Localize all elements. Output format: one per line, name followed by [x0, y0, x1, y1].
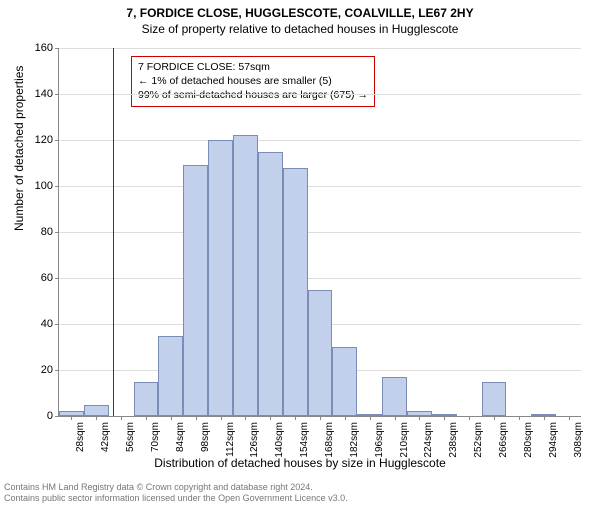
- chart-title: 7, FORDICE CLOSE, HUGGLESCOTE, COALVILLE…: [0, 6, 600, 20]
- gridline: [59, 94, 581, 95]
- x-tick-mark: [221, 416, 222, 420]
- x-tick-mark: [345, 416, 346, 420]
- x-tick-mark: [96, 416, 97, 420]
- x-tick-label: 252sqm: [473, 422, 484, 458]
- x-tick-mark: [395, 416, 396, 420]
- histogram-bar: [283, 168, 308, 416]
- histogram-bar: [308, 290, 333, 417]
- y-tick-label: 140: [35, 88, 53, 100]
- x-tick-mark: [444, 416, 445, 420]
- y-tick-label: 20: [41, 364, 53, 376]
- x-tick-mark: [519, 416, 520, 420]
- x-tick-mark: [146, 416, 147, 420]
- x-tick-mark: [71, 416, 72, 420]
- gridline: [59, 186, 581, 187]
- histogram-bar: [258, 152, 283, 417]
- y-tick-mark: [55, 370, 59, 371]
- x-tick-label: 84sqm: [175, 422, 186, 452]
- y-tick-mark: [55, 232, 59, 233]
- info-box-line: 7 FORDICE CLOSE: 57sqm: [138, 60, 368, 74]
- x-tick-mark: [494, 416, 495, 420]
- x-tick-label: 266sqm: [498, 422, 509, 458]
- x-tick-mark: [370, 416, 371, 420]
- x-tick-mark: [196, 416, 197, 420]
- x-tick-label: 168sqm: [324, 422, 335, 458]
- histogram-bar: [183, 165, 208, 416]
- y-tick-mark: [55, 140, 59, 141]
- x-tick-mark: [171, 416, 172, 420]
- histogram-bar: [382, 377, 407, 416]
- x-tick-label: 112sqm: [225, 422, 236, 457]
- x-tick-label: 70sqm: [150, 422, 161, 452]
- x-tick-label: 196sqm: [374, 422, 385, 458]
- x-axis-label: Distribution of detached houses by size …: [0, 456, 600, 470]
- histogram-bar: [134, 382, 159, 417]
- x-tick-label: 154sqm: [299, 422, 310, 458]
- gridline: [59, 48, 581, 49]
- property-info-box: 7 FORDICE CLOSE: 57sqm ← 1% of detached …: [131, 56, 375, 107]
- footer-attribution: Contains HM Land Registry data © Crown c…: [4, 482, 348, 505]
- chart-plot-area: 7 FORDICE CLOSE: 57sqm ← 1% of detached …: [58, 48, 581, 417]
- y-axis-label: Number of detached properties: [12, 66, 26, 231]
- x-tick-label: 126sqm: [249, 422, 260, 458]
- y-tick-label: 100: [35, 180, 53, 192]
- chart-subtitle: Size of property relative to detached ho…: [0, 22, 600, 36]
- histogram-bar: [158, 336, 183, 417]
- y-tick-label: 0: [47, 410, 53, 422]
- x-tick-label: 140sqm: [274, 422, 285, 458]
- y-tick-mark: [55, 416, 59, 417]
- x-tick-label: 224sqm: [423, 422, 434, 458]
- footer-line: Contains HM Land Registry data © Crown c…: [4, 482, 348, 493]
- histogram-bar: [208, 140, 233, 416]
- histogram-bar: [482, 382, 507, 417]
- y-tick-mark: [55, 278, 59, 279]
- gridline: [59, 232, 581, 233]
- x-tick-label: 280sqm: [523, 422, 534, 458]
- x-tick-label: 238sqm: [448, 422, 459, 458]
- histogram-bar: [233, 135, 258, 416]
- x-tick-label: 42sqm: [100, 422, 111, 452]
- x-tick-mark: [320, 416, 321, 420]
- x-tick-mark: [270, 416, 271, 420]
- info-box-line: ← 1% of detached houses are smaller (5): [138, 74, 368, 88]
- y-tick-label: 40: [41, 318, 53, 330]
- histogram-bar: [332, 347, 357, 416]
- y-tick-label: 120: [35, 134, 53, 146]
- y-tick-mark: [55, 94, 59, 95]
- y-tick-label: 60: [41, 272, 53, 284]
- gridline: [59, 278, 581, 279]
- y-tick-mark: [55, 324, 59, 325]
- gridline: [59, 140, 581, 141]
- x-tick-label: 182sqm: [349, 422, 360, 458]
- x-tick-label: 308sqm: [573, 422, 584, 458]
- histogram-bar: [84, 405, 109, 417]
- x-tick-label: 28sqm: [75, 422, 86, 452]
- info-box-line: 99% of semi-detached houses are larger (…: [138, 88, 368, 102]
- x-tick-mark: [245, 416, 246, 420]
- footer-line: Contains public sector information licen…: [4, 493, 348, 504]
- y-tick-label: 80: [41, 226, 53, 238]
- y-tick-mark: [55, 48, 59, 49]
- x-tick-mark: [469, 416, 470, 420]
- x-tick-mark: [544, 416, 545, 420]
- x-tick-label: 210sqm: [399, 422, 410, 458]
- x-tick-label: 294sqm: [548, 422, 559, 458]
- y-tick-label: 160: [35, 42, 53, 54]
- y-tick-mark: [55, 186, 59, 187]
- x-tick-mark: [121, 416, 122, 420]
- x-tick-mark: [569, 416, 570, 420]
- property-marker-line: [113, 48, 114, 416]
- x-tick-mark: [295, 416, 296, 420]
- x-tick-label: 56sqm: [125, 422, 136, 452]
- x-tick-mark: [419, 416, 420, 420]
- x-tick-label: 98sqm: [200, 422, 211, 452]
